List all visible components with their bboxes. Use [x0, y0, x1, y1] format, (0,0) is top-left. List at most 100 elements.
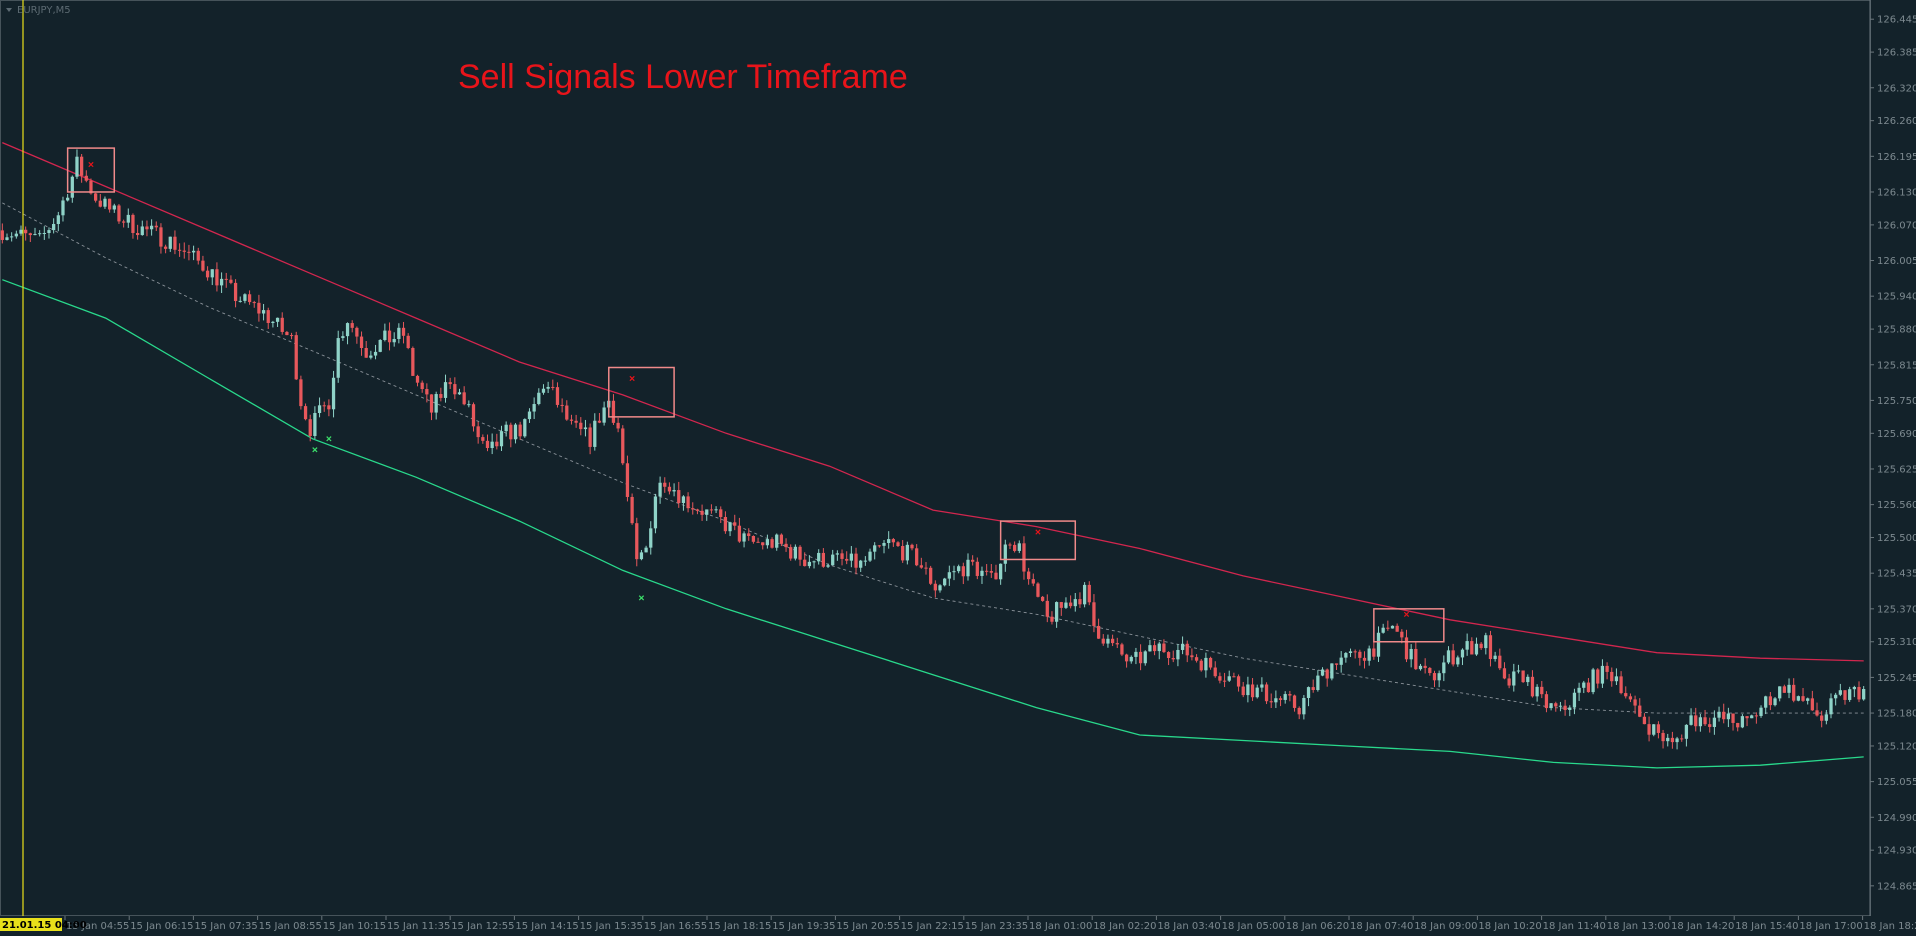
candle-body	[1768, 696, 1773, 706]
candle-body	[1787, 684, 1791, 693]
x-tick-label: 18 Jan 06:20	[1286, 921, 1349, 932]
candle-body	[1274, 698, 1278, 703]
x-tick-label: 15 Jan 18:15	[708, 921, 771, 932]
candle-body	[387, 330, 392, 343]
candle-body	[1544, 694, 1549, 709]
candle-body	[243, 294, 247, 301]
x-tick-label: 18 Jan 07:40	[1350, 921, 1413, 932]
candle-body	[1642, 716, 1647, 725]
candle-body	[1689, 715, 1693, 725]
candle-body	[392, 338, 396, 343]
candle-body	[765, 539, 770, 546]
y-tick-label: 125.180	[1877, 709, 1916, 720]
candle-body	[658, 482, 662, 497]
candle-body	[1633, 699, 1637, 706]
chevron-down-icon[interactable]	[6, 8, 12, 12]
candle-body	[154, 225, 158, 228]
candle-body	[173, 236, 177, 250]
candle-body	[1568, 707, 1572, 711]
candle-body	[611, 400, 616, 423]
candle-body	[1530, 676, 1535, 697]
candle-body	[1577, 687, 1581, 693]
candle-body	[919, 565, 923, 568]
candle-body	[322, 405, 326, 407]
candle-body	[1782, 686, 1786, 693]
candle-body	[1680, 738, 1684, 740]
candle-body	[355, 327, 359, 337]
candle-body	[229, 279, 233, 283]
candle-body	[443, 382, 448, 398]
candle-body	[495, 441, 499, 447]
candle-body	[289, 335, 294, 337]
candle-body	[182, 250, 186, 252]
candle-body	[224, 278, 228, 280]
buy-marker	[326, 436, 332, 442]
candle-body	[1008, 544, 1012, 546]
candle-body	[887, 539, 891, 543]
candle-body	[1297, 707, 1301, 715]
candle-body	[80, 156, 84, 176]
candle-body	[462, 392, 466, 405]
candle-body	[1064, 602, 1068, 608]
candle-body	[52, 223, 56, 231]
y-tick-label: 126.385	[1877, 48, 1916, 59]
candle-body	[1549, 703, 1553, 709]
candle-body	[1330, 663, 1334, 679]
candle-body	[1166, 652, 1171, 659]
buy-marker	[312, 447, 318, 453]
x-tick-label: 18 Jan 05:00	[1222, 921, 1285, 932]
candle-body	[901, 546, 905, 561]
candle-body	[1115, 643, 1119, 645]
candle-body	[33, 234, 37, 236]
candle-body	[373, 351, 378, 356]
candle-body	[616, 422, 620, 429]
candle-body	[1316, 675, 1320, 691]
candle-body	[336, 338, 340, 378]
candle-body	[1190, 655, 1194, 658]
candle-body	[1745, 716, 1749, 719]
candle-body	[1134, 651, 1138, 657]
candle-body	[61, 200, 65, 216]
candle-body	[1050, 616, 1054, 622]
candle-body	[1157, 643, 1161, 652]
candle-body	[1390, 625, 1395, 629]
y-tick-label: 124.865	[1877, 881, 1916, 892]
candle-body	[369, 355, 373, 358]
candle-body	[425, 389, 429, 395]
y-tick-label: 126.005	[1877, 256, 1916, 267]
candle-body	[257, 302, 261, 314]
candle-body	[1418, 665, 1423, 670]
candle-body	[691, 508, 695, 510]
candle-body	[1264, 684, 1269, 702]
x-tick-label: 18 Jan 02:20	[1093, 921, 1156, 932]
candle-body	[985, 570, 989, 572]
candle-body	[733, 522, 737, 526]
candle-body	[1222, 680, 1227, 682]
candle-body	[681, 496, 686, 504]
candle-body	[341, 336, 345, 339]
candle-body	[1834, 694, 1838, 699]
candle-body	[1404, 637, 1409, 660]
y-tick-label: 126.195	[1877, 152, 1916, 163]
sell-marker	[1035, 529, 1041, 535]
candle-body	[1292, 695, 1297, 708]
x-tick-label: 15 Jan 20:55	[836, 921, 899, 932]
candle-body	[1278, 698, 1283, 700]
x-tick-label: 15 Jan 08:55	[259, 921, 322, 932]
candle-body	[14, 233, 18, 237]
candle-body	[1101, 638, 1105, 644]
candle-body	[1848, 689, 1852, 700]
candle-body	[877, 545, 881, 547]
candle-body	[1684, 724, 1689, 739]
candle-body	[471, 404, 476, 427]
candle-body	[1110, 638, 1115, 644]
candle-body	[1675, 738, 1679, 743]
candle-body	[1232, 676, 1236, 678]
candle-body	[5, 237, 9, 240]
candle-body	[163, 246, 168, 249]
y-tick-label: 125.435	[1877, 569, 1916, 580]
candle-body	[1236, 676, 1241, 687]
candle-body	[817, 552, 821, 562]
candle-body	[910, 544, 914, 549]
